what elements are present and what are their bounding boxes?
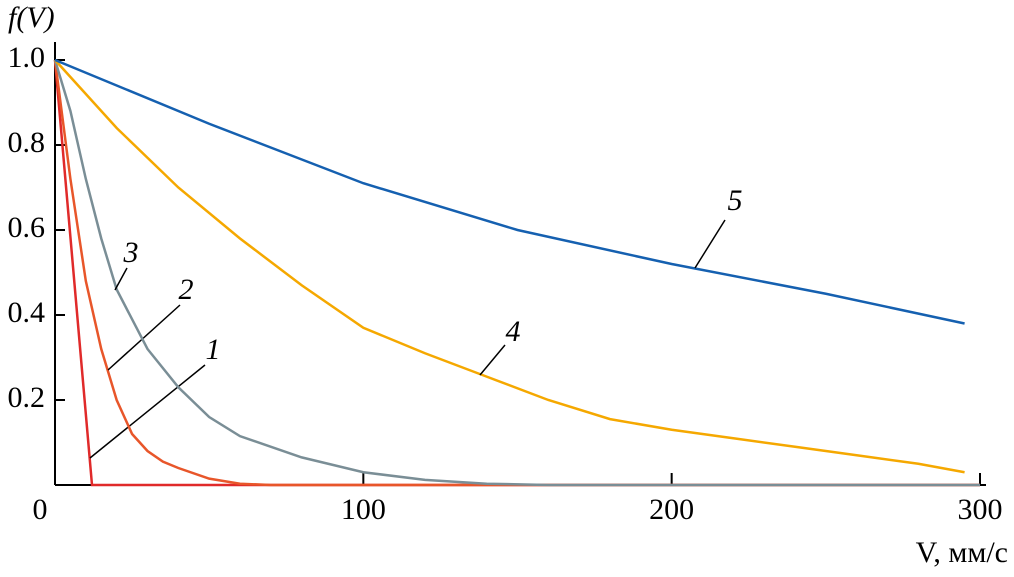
- x-tick-label: 0: [33, 493, 48, 526]
- line-series: [54, 59, 965, 474]
- line-series: [53, 59, 980, 487]
- leader-line: [114, 267, 128, 291]
- series-label: 5: [728, 184, 743, 217]
- leader-line: [694, 219, 726, 269]
- y-tick-label: 0.6: [8, 211, 46, 244]
- leader-line: [89, 364, 206, 459]
- line-series: [53, 59, 980, 487]
- y-tick-label: 0.4: [8, 296, 46, 329]
- y-tick-label: 1.0: [8, 41, 46, 74]
- x-tick-label: 100: [341, 493, 386, 526]
- y-tick-label: 0.8: [8, 126, 46, 159]
- series-label: 1: [206, 333, 221, 366]
- y-axis-label: f(V): [8, 1, 55, 34]
- leader-line: [479, 344, 506, 376]
- x-axis-label: V, мм/с: [916, 536, 1008, 569]
- leader-line: [107, 304, 181, 371]
- y-tick-label: 0.2: [8, 381, 46, 414]
- series-label: 4: [506, 315, 521, 348]
- series-label: 3: [123, 236, 139, 269]
- x-tick-label: 200: [649, 493, 694, 526]
- line-series: [53, 59, 980, 487]
- series-label: 2: [179, 273, 194, 306]
- x-tick-label: 300: [958, 493, 1003, 526]
- line-series: [54, 58, 965, 325]
